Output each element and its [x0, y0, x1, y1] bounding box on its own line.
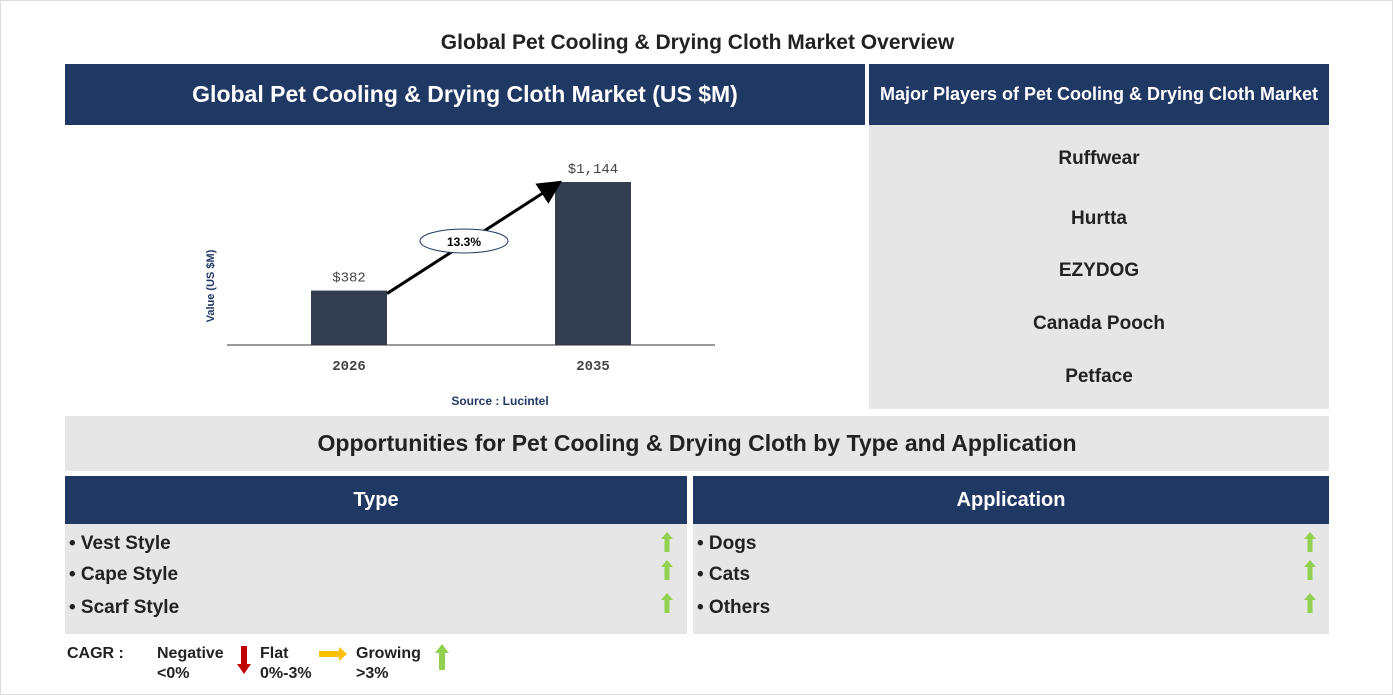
cagr-ellipse — [419, 228, 509, 254]
type-item: • Scarf Style — [69, 597, 180, 618]
bar-2035 — [555, 182, 631, 345]
negative-arrow-icon — [237, 646, 251, 674]
type-list: • Vest Style • Cape Style • Scarf Style — [65, 524, 687, 634]
growing-arrow-icon — [661, 593, 673, 613]
player-item: EZYDOG — [1058, 260, 1140, 281]
data-label: $382 — [332, 271, 366, 287]
application-item: • Others — [697, 597, 771, 618]
player-item: Ruffwear — [1058, 148, 1140, 169]
cagr-label: 13.3% — [447, 235, 481, 249]
bar-2026 — [311, 290, 387, 345]
player-item: Hurtta — [1071, 208, 1127, 229]
source-label: Source : Lucintel — [451, 394, 548, 408]
type-item: • Cape Style — [69, 564, 179, 585]
opportunities-title: Opportunities for Pet Cooling & Drying C… — [65, 416, 1329, 471]
legend-flat-range: 0%-3% — [260, 665, 312, 682]
type-item: • Vest Style — [69, 533, 171, 554]
data-label: $1,144 — [568, 162, 618, 178]
page-title: Global Pet Cooling & Drying Cloth Market… — [440, 31, 955, 54]
type-header: Type — [65, 476, 687, 524]
legend-growing-label: Growing — [356, 645, 421, 662]
bar-chart: Value (US $M) $382 2026 $1,144 2035 13.3% S… — [205, 162, 715, 408]
y-axis-label: Value (US $M) — [205, 249, 217, 322]
application-item: • Cats — [697, 564, 751, 585]
growing-arrow-icon — [1304, 532, 1316, 552]
growing-arrow-icon — [435, 644, 449, 670]
player-item: Canada Pooch — [1033, 313, 1165, 334]
legend-negative: Negative <0% — [157, 644, 224, 684]
growing-arrow-icon — [1304, 560, 1316, 580]
player-item: Petface — [1065, 366, 1133, 387]
legend-growing: Growing >3% — [356, 644, 421, 684]
application-list: • Dogs • Cats • Others — [693, 524, 1329, 634]
players-header: Major Players of Pet Cooling & Drying Cl… — [869, 64, 1329, 125]
flat-arrow-icon — [319, 647, 347, 661]
application-header: Application — [693, 476, 1329, 524]
cagr-legend-label: CAGR : — [67, 645, 124, 662]
growing-arrow-icon — [1304, 593, 1316, 613]
players-list: Ruffwear Hurtta EZYDOG Canada Pooch Petf… — [869, 125, 1329, 409]
x-tick-label: 2035 — [576, 359, 610, 375]
x-tick-label: 2026 — [332, 359, 366, 375]
legend-flat-label: Flat — [260, 645, 289, 662]
legend-negative-range: <0% — [157, 665, 190, 682]
legend-flat: Flat 0%-3% — [260, 644, 312, 684]
growing-arrow-icon — [661, 532, 673, 552]
legend-negative-label: Negative — [157, 645, 224, 662]
application-item: • Dogs — [697, 533, 757, 554]
legend-growing-range: >3% — [356, 665, 389, 682]
chart-header: Global Pet Cooling & Drying Cloth Market… — [65, 64, 865, 125]
growing-arrow-icon — [661, 560, 673, 580]
